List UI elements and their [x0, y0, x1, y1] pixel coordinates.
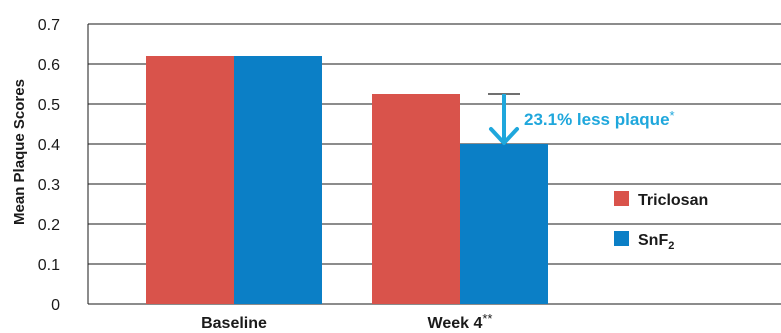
bar-snf-week-4 — [460, 144, 548, 304]
legend-swatch-0 — [614, 191, 629, 206]
legend: Triclosan SnF2 — [614, 191, 708, 252]
bar-triclosan-baseline — [146, 56, 234, 304]
y-axis-label: Mean Plaque Scores — [11, 79, 28, 225]
bar-triclosan-week-4 — [372, 94, 460, 304]
bar-snf-baseline — [234, 56, 322, 304]
x-category-label-1: Week 4** — [428, 311, 493, 332]
y-tick-label-1: 0.1 — [38, 257, 60, 274]
bars — [146, 56, 548, 304]
y-tick-label-4: 0.4 — [38, 137, 60, 154]
annotation-text-main: 23.1% less plaque — [524, 110, 670, 129]
y-tick-label-2: 0.2 — [38, 217, 60, 234]
y-axis-ticks: 0 0.1 0.2 0.3 0.4 0.5 0.6 0.7 — [38, 17, 60, 314]
annotation-arrow-head — [489, 127, 519, 145]
annotation-text-marker: * — [670, 108, 675, 123]
legend-label-1: SnF2 — [638, 232, 674, 252]
x-axis-categories: Baseline Week 4** — [201, 311, 492, 332]
y-tick-label-0: 0 — [51, 297, 60, 314]
legend-name-0: Triclosan — [638, 192, 708, 209]
legend-subscript-1: 2 — [668, 240, 674, 252]
x-category-marker-1: ** — [482, 311, 492, 326]
x-category-name-1: Week 4 — [428, 315, 483, 332]
y-tick-label-6: 0.6 — [38, 57, 60, 74]
legend-name-1: SnF — [638, 232, 668, 249]
legend-swatch-1 — [614, 231, 629, 246]
y-tick-label-3: 0.3 — [38, 177, 60, 194]
x-category-name-0: Baseline — [201, 315, 267, 332]
y-tick-label-7: 0.7 — [38, 17, 60, 34]
legend-label-0: Triclosan — [638, 192, 708, 209]
reduction-annotation: 23.1% less plaque* — [488, 93, 675, 145]
x-category-label-0: Baseline — [201, 315, 267, 332]
annotation-text: 23.1% less plaque* — [524, 108, 675, 129]
y-tick-label-5: 0.5 — [38, 97, 60, 114]
